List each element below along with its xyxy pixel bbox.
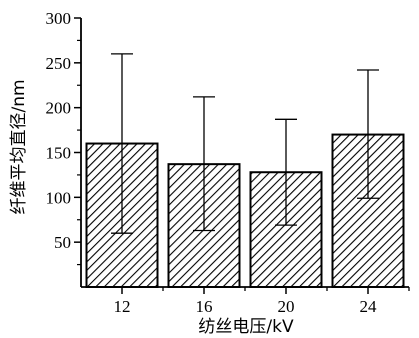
x-tick-label-16: 16 xyxy=(196,297,213,316)
error-bar-12 xyxy=(111,53,133,234)
bars-layer xyxy=(85,133,405,288)
y-tick-label-250: 250 xyxy=(46,54,72,73)
error-bars-layer xyxy=(111,53,379,234)
axes-layer xyxy=(74,17,410,294)
x-tick-label-20: 20 xyxy=(278,297,295,316)
x-tick-label-12: 12 xyxy=(114,297,131,316)
x-axis-title: 纺丝电压/kV xyxy=(198,317,294,337)
y-tick-label-150: 150 xyxy=(46,144,72,163)
bar-24 xyxy=(331,133,405,288)
y-tick-label-100: 100 xyxy=(46,188,72,207)
y-axis-title: 纤维平均直径/nm xyxy=(9,79,29,214)
tick-labels-layer: 12 16 20 24 50 100 150 200 250 300 xyxy=(46,9,378,316)
error-bar-24 xyxy=(357,69,379,199)
y-tick-label-300: 300 xyxy=(46,9,72,28)
y-tick-label-50: 50 xyxy=(54,233,71,252)
error-bar-20 xyxy=(275,118,297,226)
y-tick-label-200: 200 xyxy=(46,99,72,118)
x-tick-label-24: 24 xyxy=(360,297,378,316)
error-bar-16 xyxy=(193,96,215,232)
